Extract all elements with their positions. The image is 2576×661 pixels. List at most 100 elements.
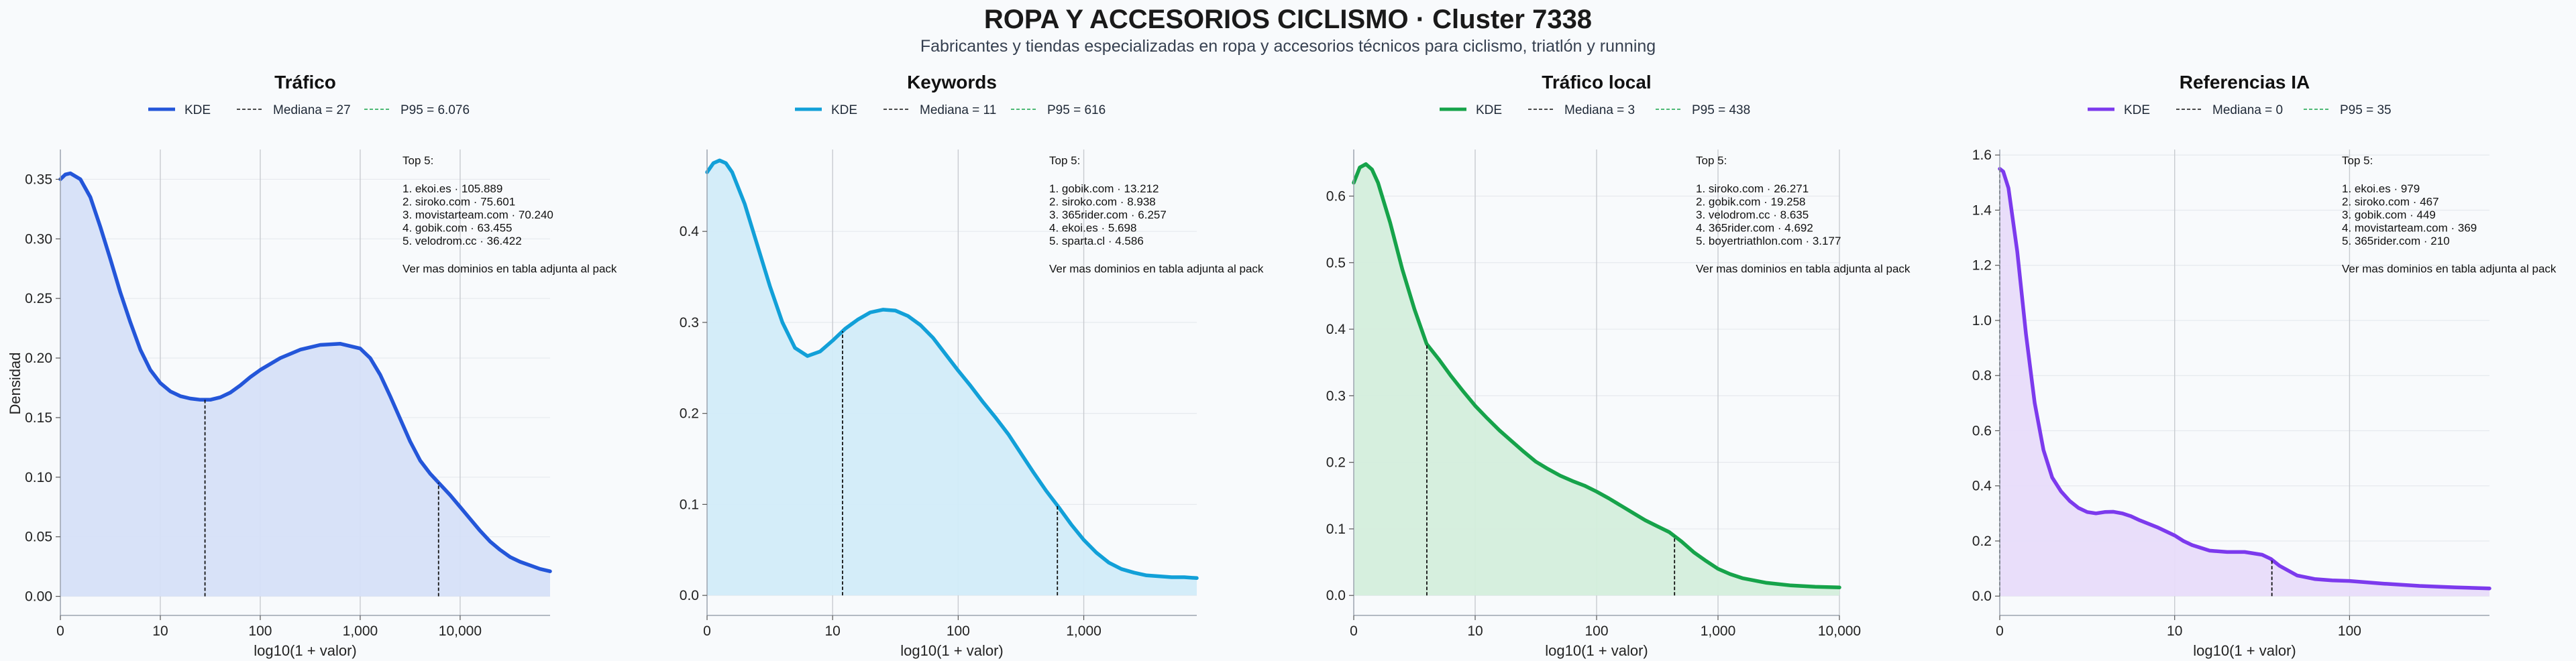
- y-tick-label: 0.0: [1972, 589, 1992, 604]
- x-tick-label: 100: [1585, 623, 1608, 639]
- y-tick-label: 0.1: [680, 497, 699, 512]
- panel-title: Referencias IA: [2180, 72, 2310, 93]
- y-tick-label: 0.30: [25, 231, 52, 247]
- x-tick-label: 100: [248, 623, 272, 639]
- y-tick-label: 0.35: [25, 172, 52, 187]
- y-tick-label: 0.3: [1326, 388, 1346, 404]
- kde-area: [2000, 168, 2489, 597]
- kde-line: [58, 171, 552, 573]
- legend-median-label: Mediana = 27: [273, 103, 351, 117]
- y-tick-label: 1.2: [1972, 258, 1992, 274]
- top5-footer: Ver mas dominios en tabla adjunta al pac…: [2342, 263, 2557, 276]
- y-tick-label: 0.5: [1326, 255, 1346, 271]
- legend-median-label: Mediana = 3: [1564, 103, 1635, 117]
- x-tick-label: 10: [1467, 623, 1483, 639]
- top5-item: 5. boyertriathlon.com · 3.177: [1696, 235, 1841, 247]
- panel-title: Tráfico local: [1542, 72, 1651, 93]
- x-tick-label: 10,000: [439, 623, 482, 639]
- y-tick-label: 0.8: [1972, 368, 1992, 383]
- y-tick-label: 0.15: [25, 410, 52, 426]
- panel-trafico-local: Tráfico local KDE Mediana = 3 P95 = 438 0.0 0…: [1326, 72, 1911, 659]
- top5-item: 4. 365rider.com · 4.692: [1696, 222, 1813, 235]
- x-tick-label: 1,000: [343, 623, 378, 639]
- figure-subtitle: Fabricantes y tiendas especializadas en …: [920, 37, 1656, 56]
- figure-title: ROPA Y ACCESORIOS CICLISMO · Cluster 733…: [984, 5, 1592, 34]
- panel-title: Tráfico: [274, 72, 336, 93]
- y-tick-label: 0.00: [25, 589, 52, 605]
- panel-referencias-ia: Referencias IA KDE Mediana = 0 P95 = 35 0.0 0…: [1972, 72, 2557, 659]
- y-tick-label: 0.2: [1972, 534, 1992, 549]
- y-tick-label: 0.0: [1326, 588, 1346, 603]
- top5-item: 1. ekoi.es · 105.889: [402, 182, 502, 195]
- x-tick-label: 100: [947, 623, 970, 639]
- top5-heading: Top 5:: [402, 154, 433, 167]
- legend: KDE Mediana = 11 P95 = 616: [795, 103, 1106, 117]
- top5-item: 2. gobik.com · 19.258: [1696, 196, 1805, 208]
- top5-item: 4. gobik.com · 63.455: [402, 222, 512, 235]
- top5-item: 1. ekoi.es · 979: [2342, 182, 2420, 195]
- kde-area: [1354, 164, 1839, 596]
- y-tick-label: 0.6: [1972, 423, 1992, 438]
- x-axis-label: log10(1 + valor): [254, 642, 356, 659]
- legend-kde-label: KDE: [1476, 103, 1502, 117]
- x-tick-label: 10,000: [1818, 623, 1861, 639]
- y-axis-label: Densidad: [7, 353, 23, 415]
- top5-footer: Ver mas dominios en tabla adjunta al pac…: [1049, 263, 1264, 276]
- x-axis-label: log10(1 + valor): [1545, 642, 1648, 659]
- top5-item: 2. siroko.com · 467: [2342, 196, 2439, 208]
- kde-line: [705, 158, 1199, 581]
- legend: KDE Mediana = 0 P95 = 35: [2088, 103, 2392, 117]
- panel-keywords: Keywords KDE Mediana = 11 P95 = 616 0.0 0.1 0.…: [680, 72, 1264, 659]
- top5-heading: Top 5:: [2342, 154, 2373, 167]
- x-tick-label: 0: [1996, 623, 2004, 639]
- legend-kde-label: KDE: [831, 103, 857, 117]
- legend-kde-label: KDE: [184, 103, 211, 117]
- y-tick-label: 0.25: [25, 291, 52, 306]
- kde-line: [1352, 162, 1841, 590]
- legend-median-label: Mediana = 11: [920, 103, 996, 117]
- top5-item: 5. 365rider.com · 210: [2342, 235, 2450, 247]
- top5-footer: Ver mas dominios en tabla adjunta al pac…: [402, 263, 617, 276]
- top5-item: 4. ekoi.es · 5.698: [1049, 222, 1136, 235]
- y-tick-label: 1.4: [1972, 202, 1992, 218]
- x-tick-label: 10: [824, 623, 840, 639]
- legend: KDE Mediana = 3 P95 = 438: [1440, 103, 1750, 117]
- top5-item: 2. siroko.com · 8.938: [1049, 196, 1156, 208]
- x-tick-label: 0: [703, 623, 711, 639]
- top5-heading: Top 5:: [1049, 154, 1080, 167]
- top5-item: 4. movistarteam.com · 369: [2342, 222, 2477, 235]
- legend: KDE Mediana = 27 P95 = 6.076: [148, 103, 470, 117]
- legend-kde-label: KDE: [2124, 103, 2150, 117]
- x-tick-label: 10: [152, 623, 168, 639]
- x-axis-label: log10(1 + valor): [900, 642, 1003, 659]
- top5-item: 3. 365rider.com · 6.257: [1049, 208, 1167, 221]
- y-tick-label: 0.3: [680, 315, 699, 330]
- x-axis-label: log10(1 + valor): [2193, 642, 2296, 659]
- y-tick-label: 0.1: [1326, 522, 1346, 537]
- legend-p95-label: P95 = 616: [1047, 103, 1106, 117]
- kde-area: [707, 160, 1197, 596]
- top5-item: 5. sparta.cl · 4.586: [1049, 235, 1144, 247]
- top5-footer: Ver mas dominios en tabla adjunta al pac…: [1696, 263, 1911, 276]
- x-tick-label: 1,000: [1701, 623, 1736, 639]
- legend-p95-label: P95 = 35: [2340, 103, 2392, 117]
- x-tick-label: 10: [2167, 623, 2182, 639]
- top5-item: 1. siroko.com · 26.271: [1696, 182, 1809, 195]
- y-tick-label: 0.20: [25, 351, 52, 366]
- y-tick-label: 0.6: [1326, 189, 1346, 204]
- kde-line: [1998, 167, 2491, 591]
- y-tick-label: 0.4: [680, 224, 700, 239]
- y-tick-label: 0.05: [25, 530, 52, 545]
- y-tick-label: 0.10: [25, 470, 52, 485]
- top5-heading: Top 5:: [1696, 154, 1727, 167]
- y-tick-label: 0.2: [1326, 455, 1346, 471]
- y-tick-label: 1.6: [1972, 147, 1992, 163]
- top5-item: 3. gobik.com · 449: [2342, 208, 2436, 221]
- top5-item: 5. velodrom.cc · 36.422: [402, 235, 522, 247]
- kde-area: [60, 173, 550, 597]
